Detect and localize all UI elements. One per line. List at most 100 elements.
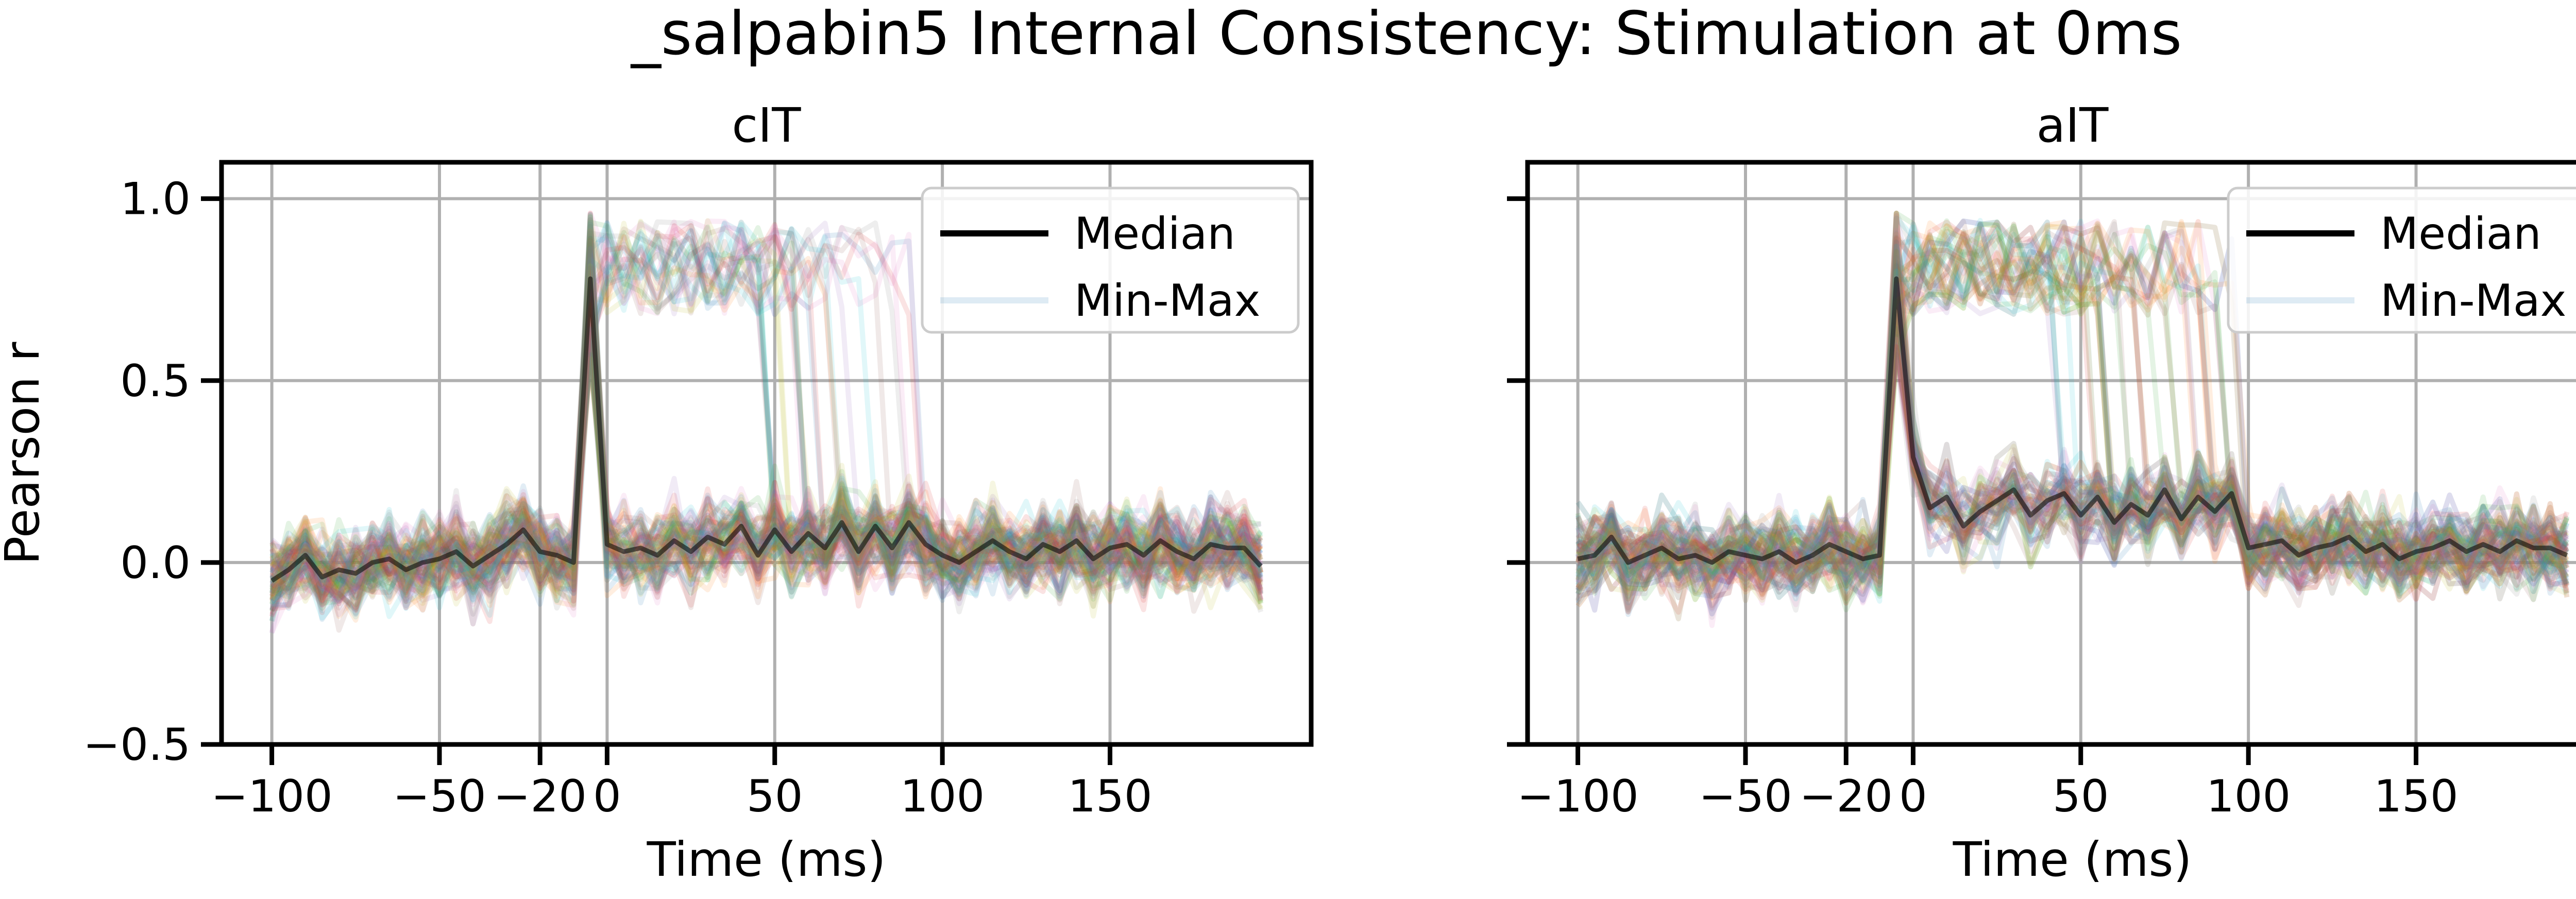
neuron-trace xyxy=(1575,334,2569,599)
neuron-trace xyxy=(1577,220,2569,591)
neuron-trace xyxy=(269,221,1263,620)
neuron-trace xyxy=(1577,219,2569,601)
legend-box xyxy=(921,186,1300,334)
neuron-trace xyxy=(1577,249,2569,592)
neuron-trace xyxy=(1575,311,2568,617)
neuron-trace xyxy=(270,225,1263,612)
x-axis-label: Time (ms) xyxy=(1953,832,2192,887)
x-tick-label: 0 xyxy=(593,771,621,822)
neuron-trace xyxy=(269,240,1261,617)
neuron-trace xyxy=(270,214,1262,619)
neuron-trace xyxy=(1577,220,2570,589)
neuron-trace xyxy=(1576,210,2569,602)
legend: Median Min-Max xyxy=(2227,186,2576,334)
neuron-trace xyxy=(270,236,1263,595)
y-tick-label: 0.0 xyxy=(120,537,191,589)
neuron-trace xyxy=(270,210,1264,602)
neuron-trace xyxy=(1576,233,2569,599)
neuron-trace xyxy=(1577,274,2570,601)
neuron-trace xyxy=(1576,210,2569,602)
neuron-trace xyxy=(270,236,1264,602)
neuron-trace xyxy=(270,238,1263,613)
neuron-trace xyxy=(1576,223,2568,622)
neuron-trace xyxy=(269,219,1264,598)
neuron-trace xyxy=(270,219,1262,604)
neuron-trace xyxy=(1578,218,2569,606)
legend-entry: Min-Max xyxy=(2380,275,2566,327)
x-tick-label: −50 xyxy=(1699,771,1792,822)
neuron-trace xyxy=(270,218,1264,618)
y-axis xyxy=(1507,196,1528,747)
neuron-trace xyxy=(269,352,1262,601)
neuron-trace xyxy=(269,282,1263,613)
neuron-trace xyxy=(1577,236,2568,599)
neuron-trace xyxy=(271,356,1261,600)
neuron-trace xyxy=(1578,282,2567,598)
neuron-trace xyxy=(269,309,1264,612)
neuron-trace xyxy=(271,219,1263,610)
x-tick-label: 0 xyxy=(1899,771,1927,822)
neuron-trace xyxy=(1577,276,2568,602)
neuron-trace xyxy=(270,219,1263,617)
neuron-trace xyxy=(1575,212,2569,590)
neuron-trace xyxy=(1575,218,2569,613)
legend-entry: Min-Max xyxy=(1074,275,1260,327)
neuron-trace xyxy=(1575,219,2570,593)
x-tick-label: 150 xyxy=(1067,771,1152,822)
neuron-trace xyxy=(1575,342,2569,591)
neuron-trace xyxy=(269,307,1263,623)
neuron-trace xyxy=(1575,349,2568,597)
neuron-trace xyxy=(1577,219,2569,582)
neuron-trace xyxy=(1575,351,2568,610)
neuron-trace xyxy=(270,246,1264,615)
neuron-trace xyxy=(270,222,1263,603)
neuron-trace xyxy=(1575,310,2569,608)
neuron-trace xyxy=(1575,210,2568,601)
neuron-trace xyxy=(1577,276,2568,602)
neuron-trace xyxy=(1577,230,2568,597)
neuron-trace xyxy=(269,211,1262,607)
neuron-trace xyxy=(269,242,1263,604)
neuron-trace xyxy=(1575,233,2570,606)
neuron-trace xyxy=(1575,238,2570,586)
neuron-trace xyxy=(1575,326,2569,598)
neuron-trace xyxy=(1575,275,2569,612)
neuron-trace xyxy=(1577,213,2567,613)
neuron-trace xyxy=(269,355,1263,609)
neuron-trace xyxy=(1578,275,2569,601)
neuron-trace xyxy=(269,219,1262,622)
neuron-trace xyxy=(1576,237,2567,612)
neuron-trace xyxy=(1575,210,2569,590)
x-tick-label: 100 xyxy=(2206,771,2291,822)
x-tick-label: 150 xyxy=(2374,771,2458,822)
median-line xyxy=(1577,276,2568,565)
neuron-trace xyxy=(269,306,1263,595)
neuron-trace xyxy=(269,257,1263,605)
neuron-trace xyxy=(270,298,1264,624)
legend-entry: Median xyxy=(2380,208,2541,260)
neuron-trace xyxy=(1575,310,2569,608)
neuron-trace xyxy=(1576,223,2568,622)
neuron-trace xyxy=(269,223,1264,615)
axes-frame xyxy=(1525,160,2576,747)
y-axis: −0.5 0.0 0.5 1.0 xyxy=(83,174,222,771)
neuron-trace xyxy=(269,336,1263,610)
legend-box xyxy=(2227,186,2576,334)
neuron-trace xyxy=(1577,210,2569,587)
neuron-trace xyxy=(269,255,1262,610)
neuron-trace xyxy=(1575,261,2569,596)
neuron-trace xyxy=(271,220,1264,601)
neuron-trace xyxy=(269,226,1263,611)
neuron-trace xyxy=(1577,239,2570,588)
neuron-trace xyxy=(269,228,1263,608)
neuron-trace xyxy=(1575,311,2568,617)
x-tick-label: 50 xyxy=(747,771,803,822)
neuron-trace xyxy=(1577,344,2569,591)
neuron-trace xyxy=(269,265,1264,591)
x-tick-label: −100 xyxy=(211,771,333,822)
x-tick-label: 100 xyxy=(900,771,985,822)
neuron-trace xyxy=(270,313,1261,602)
median-line xyxy=(270,276,1263,583)
x-tick-label: −50 xyxy=(393,771,486,822)
neuron-trace xyxy=(270,296,1264,606)
